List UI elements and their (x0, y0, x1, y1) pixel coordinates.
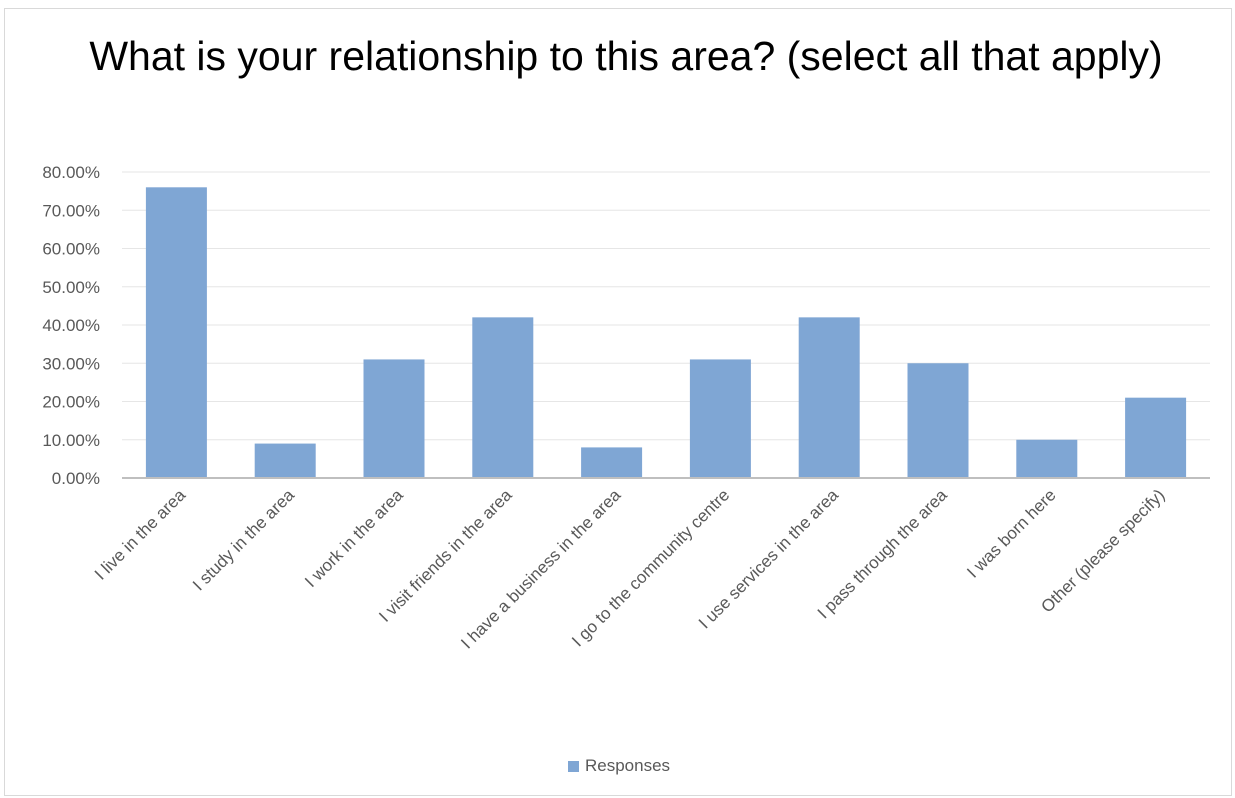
y-tick-label: 0.00% (52, 469, 100, 488)
x-category-label: I live in the area (91, 485, 190, 584)
bar (472, 317, 534, 478)
y-tick-label: 80.00% (42, 163, 100, 182)
bar (907, 363, 969, 478)
bar (1016, 439, 1078, 478)
y-tick-label: 60.00% (42, 240, 100, 259)
legend: Responses (568, 754, 670, 778)
x-category-label: I work in the area (301, 485, 407, 591)
legend-label: Responses (585, 756, 671, 775)
bar (1125, 397, 1187, 478)
y-tick-label: 70.00% (42, 201, 100, 220)
y-tick-label: 30.00% (42, 354, 100, 373)
gridlines (122, 171, 1210, 441)
y-tick-label: 40.00% (42, 316, 100, 335)
x-category-label: I study in the area (189, 485, 298, 594)
bar (145, 187, 207, 479)
y-tick-labels: 0.00% 10.00% 20.00% 30.00% 40.00% 50.00% 60.00… (42, 163, 100, 488)
bar (798, 317, 860, 478)
bar (689, 359, 751, 478)
y-tick-label: 10.00% (42, 431, 100, 450)
bar (363, 359, 425, 478)
y-tick-label: 20.00% (42, 393, 100, 412)
x-category-labels: I live in the area I study in the area I w… (91, 485, 1168, 653)
y-tick-label: 50.00% (42, 278, 100, 297)
bar (581, 447, 643, 478)
bars (145, 187, 1187, 479)
x-category-label: I was born here (963, 485, 1059, 581)
legend-swatch (568, 760, 579, 772)
chart-title: What is your relationship to this area? … (89, 33, 1163, 79)
bar (254, 443, 316, 478)
x-category-label: Other (please specify) (1037, 485, 1168, 616)
